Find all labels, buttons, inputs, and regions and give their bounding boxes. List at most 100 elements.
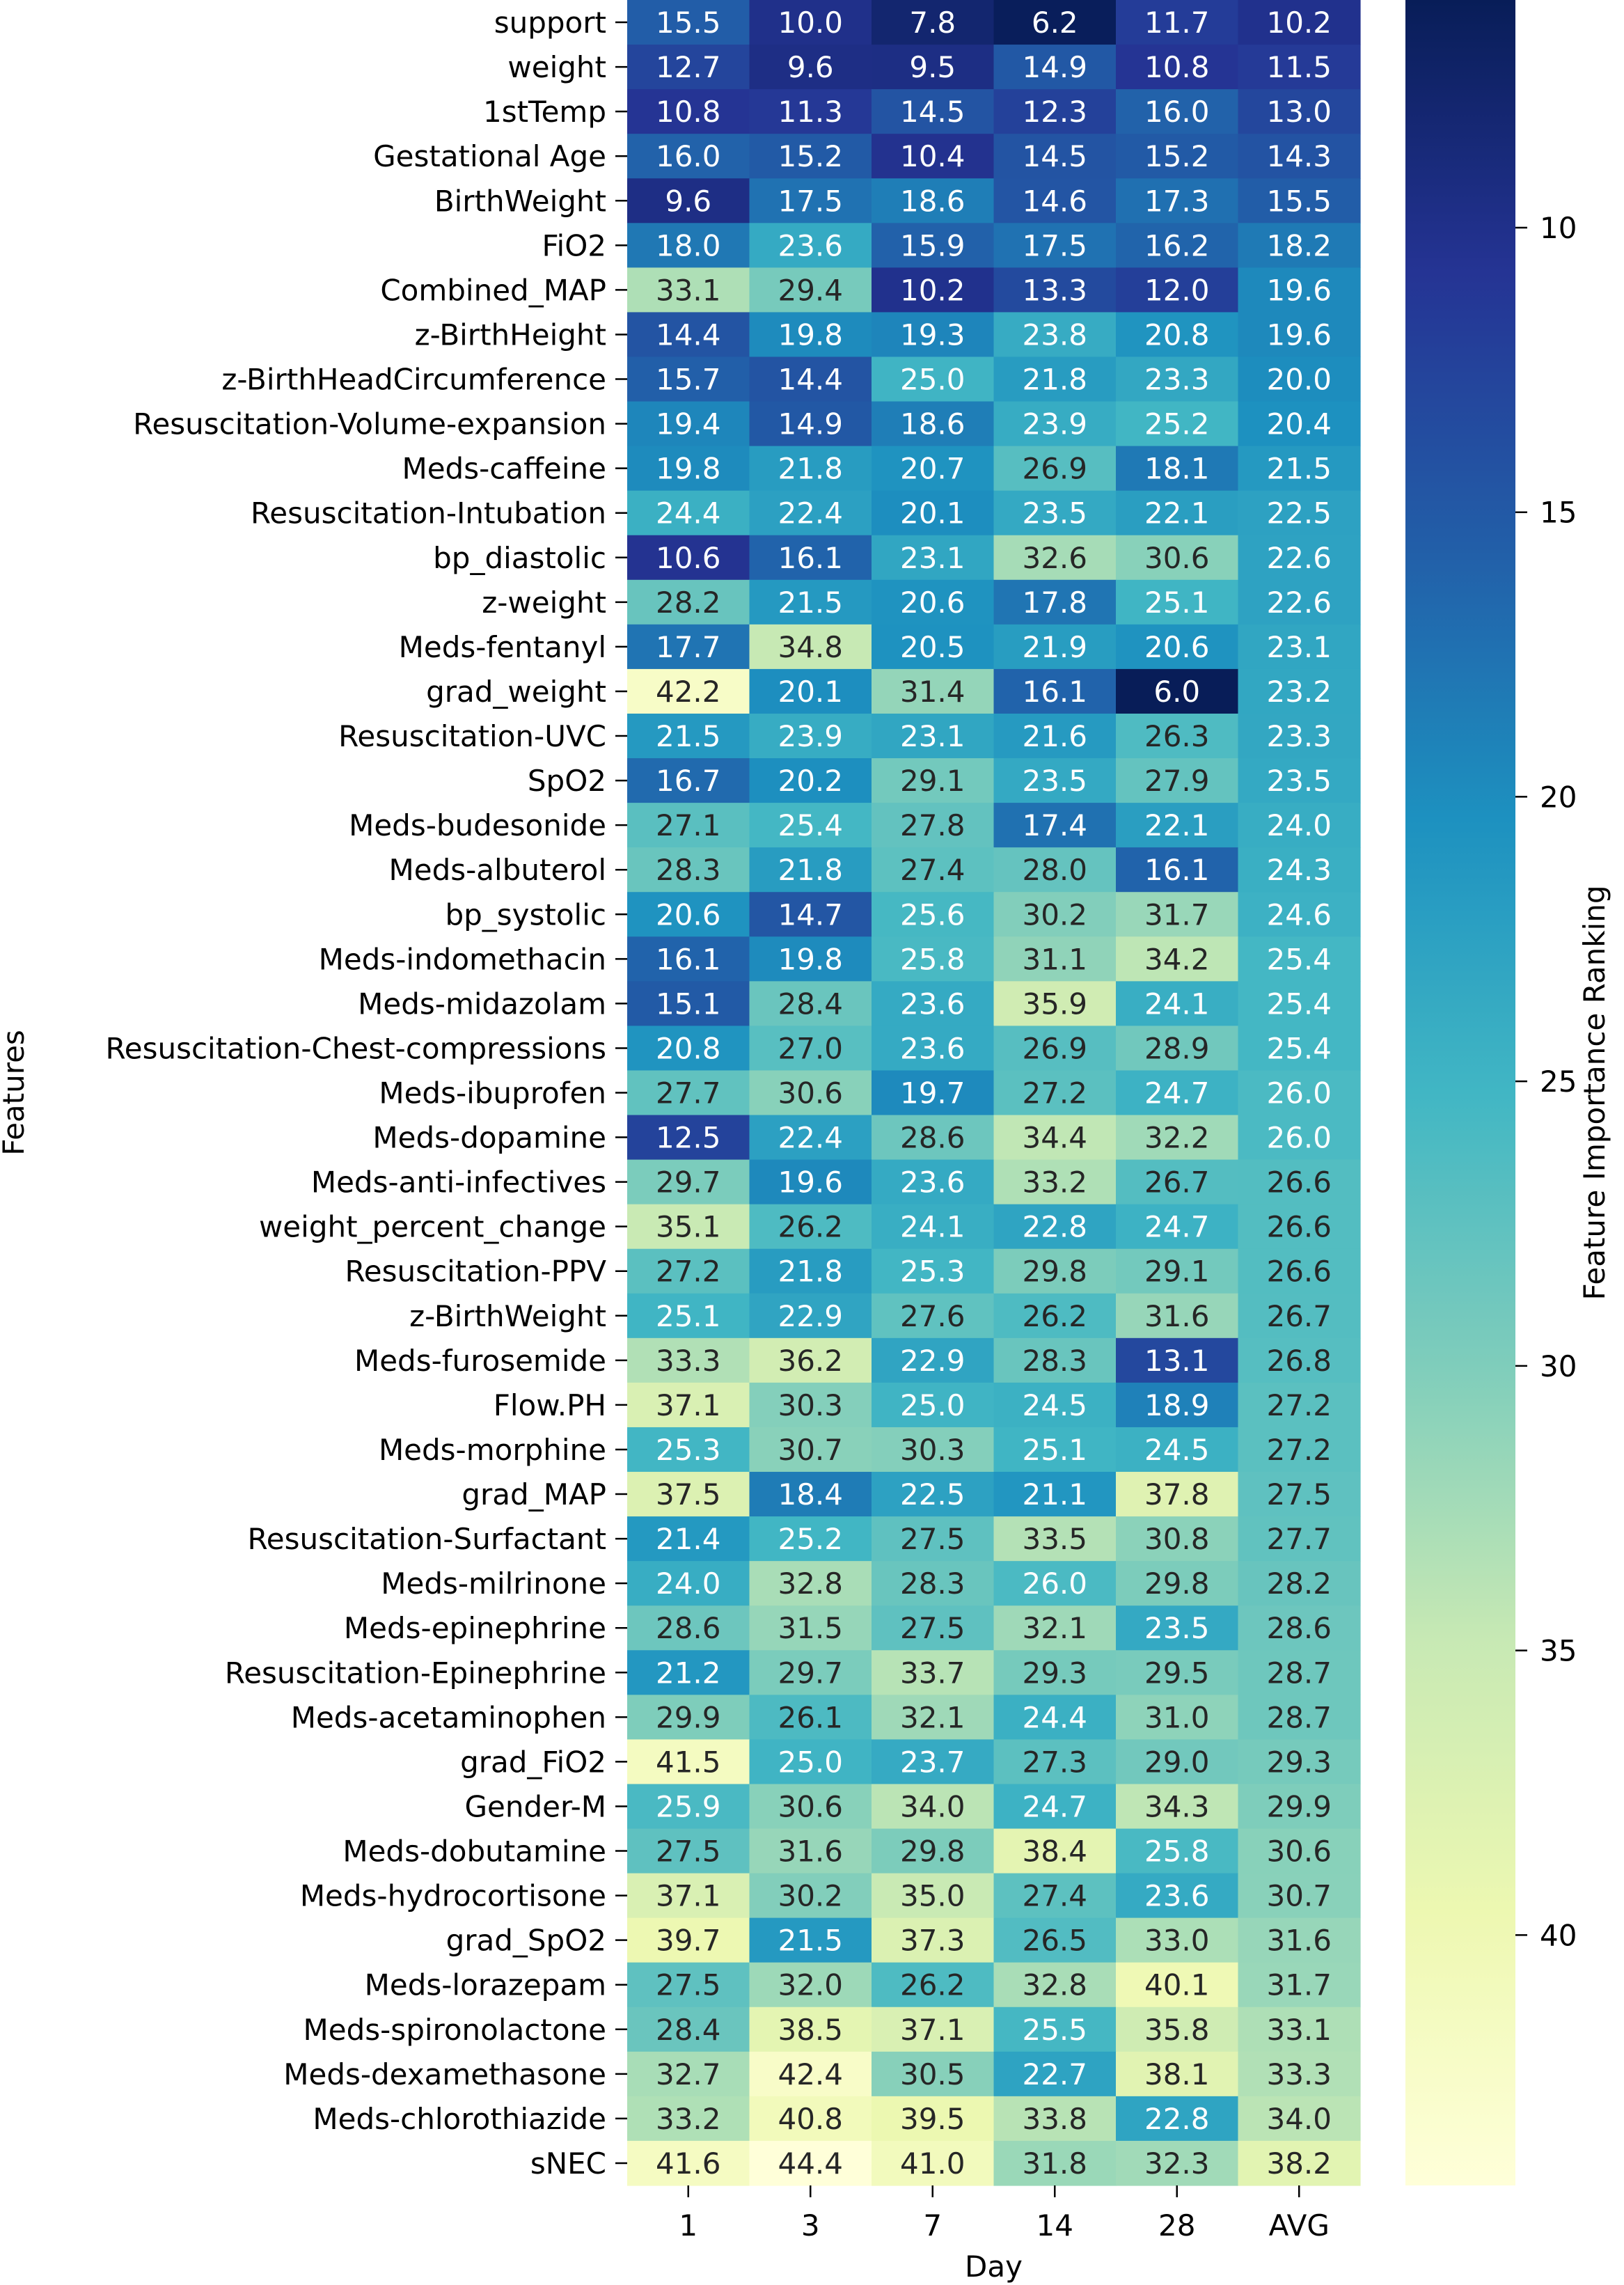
cell-value: 30.2 xyxy=(1022,897,1087,932)
cell-value: 29.9 xyxy=(1266,1789,1332,1823)
heatmap-cell xyxy=(1116,758,1239,803)
x-tick-label: AVG xyxy=(1269,2208,1330,2243)
heatmap-cell xyxy=(1238,134,1361,179)
heatmap-cell xyxy=(627,1917,750,1963)
cell-value: 26.6 xyxy=(1266,1210,1332,1244)
cell-value: 16.1 xyxy=(778,541,843,575)
x-tick-label: 28 xyxy=(1158,2208,1195,2243)
cell-value: 32.0 xyxy=(778,1968,843,2002)
heatmap-cell xyxy=(872,267,995,313)
cell-value: 27.9 xyxy=(1144,764,1210,798)
heatmap-cell xyxy=(1238,1873,1361,1919)
cell-value: 16.1 xyxy=(656,942,721,976)
heatmap-cell xyxy=(749,1605,872,1651)
cell-value: 30.3 xyxy=(900,1433,965,1467)
cell-value: 25.1 xyxy=(656,1299,721,1333)
cell-value: 26.0 xyxy=(1266,1076,1332,1110)
cell-value: 23.6 xyxy=(900,987,965,1021)
cell-annotations: 15.5 10.0 7.8 6.2 11.7 10.2 12.7 9.6 9.5 14.9 10.8… xyxy=(656,6,1332,2181)
y-tick-label: z-weight xyxy=(482,586,606,620)
cell-value: 14.7 xyxy=(778,897,843,932)
colorbar-tick-label: 30 xyxy=(1540,1349,1577,1383)
heatmap-cell xyxy=(872,847,995,893)
cell-value: 22.5 xyxy=(1266,496,1332,531)
cell-value: 34.8 xyxy=(778,630,843,664)
heatmap-cell xyxy=(993,1472,1117,1517)
heatmap-cell xyxy=(1116,1293,1239,1339)
heatmap-cell xyxy=(627,847,750,893)
heatmap-cell xyxy=(1238,267,1361,313)
heatmap-cell xyxy=(627,579,750,625)
cell-value: 24.7 xyxy=(1144,1076,1210,1110)
cell-value: 27.2 xyxy=(1266,1433,1332,1467)
y-tick-label: Resuscitation-Epinephrine xyxy=(225,1656,606,1690)
heatmap-cell xyxy=(872,2140,995,2186)
heatmap-cell xyxy=(1116,1917,1239,1963)
y-tick-label: BirthWeight xyxy=(434,184,606,218)
heatmap-cell xyxy=(1116,312,1239,358)
heatmap-cell xyxy=(627,2051,750,2097)
cell-value: 25.1 xyxy=(1144,586,1210,620)
cell-value: 17.5 xyxy=(1022,228,1087,262)
heatmap-cell xyxy=(1116,892,1239,937)
heatmap-cells xyxy=(627,0,1361,2186)
y-tick-label: Meds-furosemide xyxy=(354,1344,606,1378)
cell-value: 15.9 xyxy=(900,228,965,262)
heatmap-cell xyxy=(749,356,872,402)
cell-value: 14.3 xyxy=(1266,139,1332,173)
heatmap-cell xyxy=(993,1695,1117,1740)
cell-value: 15.5 xyxy=(656,6,721,40)
cell-value: 26.0 xyxy=(1022,1566,1087,1601)
cell-value: 24.4 xyxy=(656,496,721,531)
y-tick-label: weight_percent_change xyxy=(259,1210,606,1244)
heatmap-cell xyxy=(1116,1159,1239,1205)
cell-value: 31.1 xyxy=(1022,942,1087,976)
heatmap-cell xyxy=(1116,1248,1239,1294)
y-axis: support weight 1stTemp Gestational Age Birth… xyxy=(105,6,627,2181)
y-tick-label: Meds-acetaminophen xyxy=(291,1700,606,1734)
heatmap-cell xyxy=(1116,1382,1239,1428)
heatmap-cell xyxy=(1238,1427,1361,1473)
cell-value: 26.8 xyxy=(1266,1344,1332,1378)
cell-value: 25.9 xyxy=(656,1789,721,1823)
cell-value: 28.3 xyxy=(1022,1344,1087,1378)
cell-value: 25.4 xyxy=(1266,987,1332,1021)
heatmap-cell xyxy=(1238,1695,1361,1740)
cell-value: 16.1 xyxy=(1144,853,1210,887)
y-tick-label: Meds-spironolactone xyxy=(303,2013,606,2047)
heatmap-cell xyxy=(993,847,1117,893)
cell-value: 24.7 xyxy=(1144,1210,1210,1244)
heatmap-cell xyxy=(993,758,1117,803)
heatmap-cell xyxy=(1116,490,1239,536)
heatmap-cell xyxy=(993,668,1117,714)
cell-value: 41.0 xyxy=(900,2146,965,2181)
cell-value: 32.1 xyxy=(900,1700,965,1734)
cell-value: 20.5 xyxy=(900,630,965,664)
heatmap-cell xyxy=(749,2051,872,2097)
heatmap-cell xyxy=(993,1739,1117,1785)
heatmap-cell xyxy=(1116,223,1239,268)
cell-value: 38.2 xyxy=(1266,2146,1332,2181)
heatmap-cell xyxy=(749,1382,872,1428)
heatmap-cell xyxy=(1238,936,1361,982)
heatmap-cell xyxy=(1238,803,1361,848)
cell-value: 18.6 xyxy=(900,184,965,218)
cell-value: 14.4 xyxy=(656,317,721,352)
heatmap-cell xyxy=(627,1516,750,1562)
heatmap-cell xyxy=(993,2051,1117,2097)
heatmap-cell xyxy=(1238,847,1361,893)
cell-value: 15.5 xyxy=(1266,184,1332,218)
heatmap-cell xyxy=(1238,45,1361,90)
heatmap-cell xyxy=(749,446,872,492)
cell-value: 11.5 xyxy=(1266,50,1332,84)
y-tick-label: Meds-lorazepam xyxy=(365,1968,606,2002)
cell-value: 27.2 xyxy=(1266,1388,1332,1422)
heatmap-cell xyxy=(749,1070,872,1116)
heatmap-cell xyxy=(872,668,995,714)
heatmap-cell xyxy=(1238,1204,1361,1250)
y-tick-label: Combined_MAP xyxy=(380,273,606,307)
cell-value: 29.4 xyxy=(778,273,843,307)
heatmap-cell xyxy=(993,936,1117,982)
cell-value: 20.4 xyxy=(1266,407,1332,441)
heatmap-cell xyxy=(749,758,872,803)
